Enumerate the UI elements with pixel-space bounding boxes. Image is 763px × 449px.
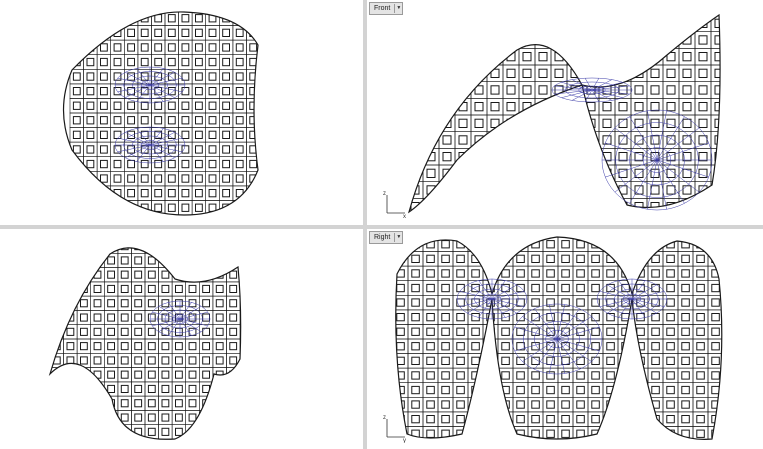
chevron-down-icon[interactable]: ▼ <box>394 233 402 242</box>
axis-label-right: y <box>403 438 406 443</box>
mesh-surface-right-view <box>395 236 723 440</box>
axis-indicator: z y <box>383 415 406 443</box>
mesh-surface-front-view <box>407 13 721 214</box>
viewport-perspective-bottom[interactable] <box>0 229 363 449</box>
viewport-title: Right <box>374 234 391 241</box>
mesh-surface-top-view <box>62 11 259 216</box>
viewport-right[interactable]: Right ▼ z y <box>367 229 763 449</box>
mesh-surface-perspective-view <box>48 247 242 440</box>
axis-label-up: z <box>383 191 386 197</box>
viewport-tab-front[interactable]: Front ▼ <box>369 2 404 15</box>
axis-indicator: z x <box>383 191 406 219</box>
axis-label-right: x <box>403 214 406 219</box>
viewport-divider-horizontal[interactable] <box>0 225 763 229</box>
axis-label-up: z <box>383 415 386 421</box>
viewport-title: Front <box>374 5 391 12</box>
viewport-tab-right[interactable]: Right ▼ <box>369 231 404 244</box>
viewport-front[interactable]: Front ▼ z x <box>367 0 763 225</box>
viewport-perspective-top[interactable] <box>0 0 363 225</box>
chevron-down-icon[interactable]: ▼ <box>394 4 402 13</box>
viewport-divider-vertical[interactable] <box>363 0 367 449</box>
